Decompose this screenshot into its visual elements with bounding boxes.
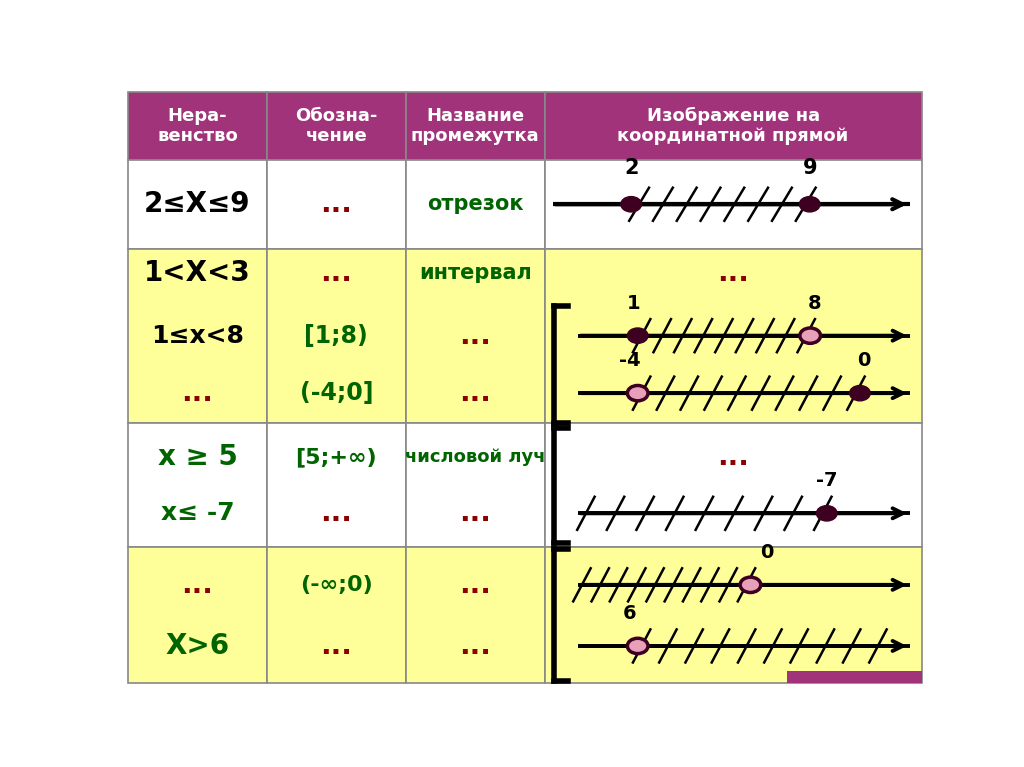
FancyBboxPatch shape	[545, 160, 922, 249]
FancyBboxPatch shape	[267, 547, 406, 683]
Text: Название
промежутка: Название промежутка	[411, 107, 540, 146]
FancyBboxPatch shape	[545, 92, 922, 160]
Text: x≤ -7: x≤ -7	[161, 502, 234, 525]
FancyBboxPatch shape	[267, 249, 406, 423]
Text: ...: ...	[717, 443, 750, 472]
FancyBboxPatch shape	[545, 249, 922, 423]
Text: числовой луч: числовой луч	[404, 449, 546, 466]
Text: 8: 8	[807, 294, 821, 313]
Text: ...: ...	[717, 259, 750, 287]
Text: ...: ...	[459, 379, 492, 407]
FancyBboxPatch shape	[406, 92, 545, 160]
Text: 2: 2	[624, 158, 638, 178]
FancyBboxPatch shape	[406, 160, 545, 249]
Circle shape	[628, 638, 648, 653]
Text: -4: -4	[618, 351, 641, 370]
FancyBboxPatch shape	[267, 92, 406, 160]
Text: Изображение на
координатной прямой: Изображение на координатной прямой	[617, 107, 849, 146]
Text: [5;+∞): [5;+∞)	[296, 447, 377, 468]
Text: 0: 0	[857, 351, 870, 370]
Text: 2≤X≤9: 2≤X≤9	[144, 190, 251, 219]
FancyBboxPatch shape	[128, 160, 267, 249]
Text: отрезок: отрезок	[427, 194, 523, 214]
FancyBboxPatch shape	[267, 160, 406, 249]
Text: ...: ...	[321, 259, 352, 287]
Circle shape	[628, 386, 648, 401]
FancyBboxPatch shape	[128, 547, 267, 683]
Text: 1: 1	[627, 294, 641, 313]
FancyBboxPatch shape	[406, 423, 545, 547]
Text: x ≥ 5: x ≥ 5	[158, 443, 238, 472]
Text: 1<X<3: 1<X<3	[144, 259, 251, 287]
Text: X>6: X>6	[166, 632, 229, 660]
Text: (-4;0]: (-4;0]	[300, 381, 373, 405]
FancyBboxPatch shape	[545, 423, 922, 547]
Text: 9: 9	[803, 158, 817, 178]
Text: ...: ...	[459, 499, 492, 527]
Text: ...: ...	[181, 571, 213, 599]
Text: ...: ...	[321, 190, 352, 219]
FancyBboxPatch shape	[128, 423, 267, 547]
Circle shape	[850, 386, 870, 401]
Circle shape	[740, 577, 761, 592]
Circle shape	[816, 505, 837, 521]
Text: ...: ...	[181, 379, 213, 407]
Circle shape	[628, 328, 648, 344]
Text: 6: 6	[623, 604, 637, 623]
Text: ...: ...	[321, 499, 352, 527]
FancyBboxPatch shape	[267, 423, 406, 547]
FancyBboxPatch shape	[128, 92, 267, 160]
Text: ...: ...	[321, 632, 352, 660]
Text: 0: 0	[760, 543, 773, 562]
FancyBboxPatch shape	[786, 671, 922, 683]
Text: интервал: интервал	[419, 263, 531, 283]
Text: ...: ...	[459, 321, 492, 350]
Text: -7: -7	[816, 472, 838, 490]
Text: (-∞;0): (-∞;0)	[300, 574, 373, 595]
Circle shape	[800, 328, 820, 344]
Text: Обозна-
чение: Обозна- чение	[295, 107, 378, 146]
Text: 1≤x<8: 1≤x<8	[151, 324, 244, 347]
FancyBboxPatch shape	[406, 547, 545, 683]
Text: ...: ...	[459, 571, 492, 599]
Circle shape	[621, 196, 641, 212]
Text: [1;8): [1;8)	[304, 324, 369, 347]
FancyBboxPatch shape	[545, 547, 922, 683]
FancyBboxPatch shape	[128, 249, 267, 423]
Circle shape	[800, 196, 820, 212]
Text: ...: ...	[459, 632, 492, 660]
FancyBboxPatch shape	[406, 249, 545, 423]
Text: Нера-
венство: Нера- венство	[157, 107, 238, 146]
